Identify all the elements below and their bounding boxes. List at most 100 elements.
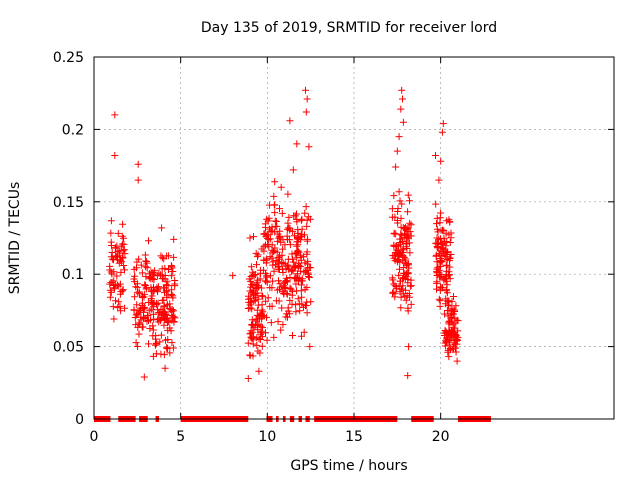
data-point	[270, 192, 278, 200]
data-point	[258, 292, 266, 300]
data-point	[121, 304, 129, 312]
data-point	[436, 214, 444, 222]
data-point	[434, 263, 442, 271]
data-point	[112, 297, 119, 305]
data-point	[163, 301, 171, 309]
data-point	[118, 258, 126, 266]
data-point	[388, 274, 396, 282]
data-point	[404, 276, 412, 283]
data-point	[433, 285, 440, 293]
data-point	[162, 315, 170, 323]
data-point	[391, 213, 399, 221]
data-point	[277, 238, 285, 246]
data-point	[170, 235, 178, 243]
data-point	[170, 253, 178, 261]
data-point	[294, 234, 302, 241]
data-point	[269, 277, 277, 285]
data-point	[120, 246, 128, 254]
data-point	[252, 249, 260, 257]
data-point	[297, 216, 305, 224]
data-point	[168, 272, 176, 280]
data-point	[258, 342, 266, 350]
data-point	[245, 298, 253, 306]
data-point	[303, 260, 311, 268]
data-point	[450, 339, 458, 347]
data-point	[400, 274, 408, 282]
data-point	[253, 341, 261, 349]
data-point	[272, 261, 280, 269]
data-point	[132, 339, 140, 347]
data-point	[399, 118, 407, 126]
data-point	[119, 287, 127, 295]
data-point	[405, 343, 413, 351]
data-point	[249, 352, 257, 360]
data-point	[406, 219, 414, 227]
data-point	[447, 234, 455, 242]
data-point	[432, 200, 440, 208]
data-point	[246, 330, 254, 338]
data-point	[397, 105, 405, 113]
data-point	[439, 248, 447, 256]
data-point	[134, 160, 142, 168]
data-point	[261, 277, 269, 285]
data-point	[246, 234, 254, 242]
data-point	[120, 234, 127, 242]
data-point	[276, 233, 284, 241]
data-point	[288, 300, 296, 308]
data-point	[294, 241, 302, 249]
grid	[94, 57, 614, 419]
data-point	[147, 316, 155, 324]
data-point	[165, 266, 172, 273]
data-point	[398, 86, 406, 94]
data-point	[297, 287, 305, 295]
data-point	[404, 304, 412, 312]
data-point	[446, 254, 454, 262]
data-point	[306, 343, 314, 351]
data-point	[141, 281, 149, 289]
data-point	[394, 258, 402, 266]
data-point	[260, 312, 268, 320]
data-point	[391, 290, 399, 298]
data-point	[293, 218, 301, 226]
data-point	[435, 295, 443, 303]
data-point	[442, 262, 450, 270]
data-point	[395, 188, 403, 196]
data-point	[275, 234, 283, 242]
data-point	[169, 344, 177, 352]
data-point	[117, 242, 125, 250]
data-point	[106, 286, 114, 294]
data-point	[151, 267, 159, 275]
data-point	[154, 299, 162, 307]
data-point	[291, 263, 299, 271]
data-point	[263, 215, 271, 223]
data-point	[140, 293, 148, 301]
data-point	[389, 288, 397, 296]
x-tick-label: 0	[90, 429, 99, 445]
data-point	[270, 201, 278, 209]
data-point	[252, 317, 260, 325]
data-point	[110, 285, 118, 293]
data-point	[271, 228, 279, 236]
data-point	[266, 235, 274, 243]
data-point	[302, 203, 310, 211]
data-point	[281, 241, 289, 249]
data-point	[276, 280, 284, 288]
data-point	[295, 261, 303, 269]
data-point	[271, 178, 279, 186]
data-point	[140, 373, 148, 381]
data-point	[263, 336, 271, 344]
data-point	[285, 213, 293, 221]
data-point	[110, 256, 117, 264]
data-point	[452, 302, 460, 310]
data-point	[133, 258, 141, 266]
data-point	[442, 328, 450, 336]
data-point	[130, 275, 138, 283]
data-point	[150, 283, 157, 291]
data-point	[108, 278, 116, 286]
data-point	[169, 292, 177, 300]
data-point	[168, 316, 176, 324]
data-point	[393, 147, 401, 155]
data-point	[108, 270, 116, 278]
data-point	[145, 237, 152, 245]
data-point	[121, 266, 128, 274]
